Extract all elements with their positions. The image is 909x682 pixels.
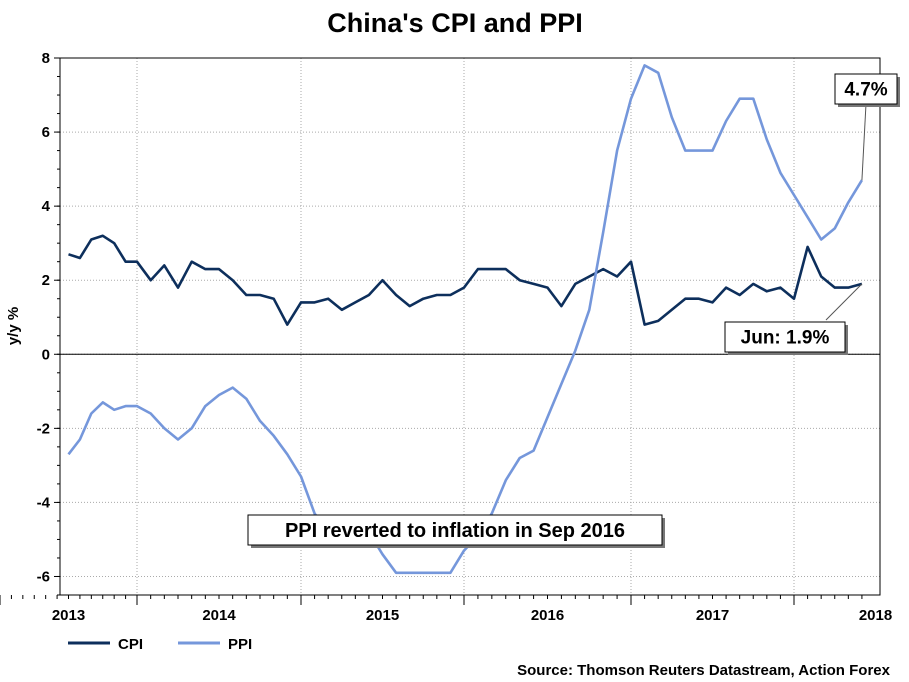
x-tick-label: 2013	[52, 607, 85, 624]
ppi-inflation-callout-text: PPI reverted to inflation in Sep 2016	[285, 520, 625, 542]
y-tick-label: 0	[42, 346, 50, 363]
y-tick-label: -6	[37, 568, 50, 585]
y-tick-label: -2	[37, 420, 50, 437]
ppi-inflation-callout: PPI reverted to inflation in Sep 2016	[247, 514, 665, 548]
ppi-callout-leader	[861, 103, 867, 181]
y-tick-label: -4	[37, 494, 51, 511]
cpi-callout-leader	[825, 283, 863, 321]
y-axis-label: y/y %	[5, 307, 22, 345]
y-axis: 8 6 4 2 0 -2 -4 -6	[37, 50, 60, 596]
x-tick-label: 2018	[859, 607, 892, 624]
series-line-ppi	[67, 64, 864, 575]
x-tick-label: 2014	[202, 607, 236, 624]
x-tick-label: 2015	[366, 607, 399, 624]
source-note: Source: Thomson Reuters Datastream, Acti…	[517, 662, 891, 679]
x-tick-label: 2016	[531, 607, 564, 624]
annotation-layer: 4.7% Jun: 1.9% PPI reverted to inflation i…	[247, 73, 900, 548]
plot-frame	[59, 57, 881, 596]
legend-cpi-label: CPI	[118, 636, 143, 653]
cpi-callout: Jun: 1.9%	[724, 321, 848, 355]
x-tick-label: 2017	[696, 607, 729, 624]
series-line-cpi	[68, 234, 863, 326]
cpi-callout-text: Jun: 1.9%	[741, 328, 830, 349]
y-tick-label: 6	[42, 124, 50, 141]
grid-layer	[60, 57, 880, 595]
y-tick-label: 8	[42, 50, 50, 67]
y-tick-label: 4	[42, 198, 51, 215]
x-axis: 2013 2014 2015 2016 2017 2018	[0, 595, 892, 624]
ppi-callout: 4.7%	[834, 73, 900, 107]
y-tick-label: 2	[42, 272, 50, 289]
chart-title: China's CPI and PPI	[327, 8, 582, 38]
legend-ppi-label: PPI	[228, 636, 252, 653]
series-layer	[67, 64, 864, 575]
ppi-callout-text: 4.7%	[844, 80, 887, 101]
